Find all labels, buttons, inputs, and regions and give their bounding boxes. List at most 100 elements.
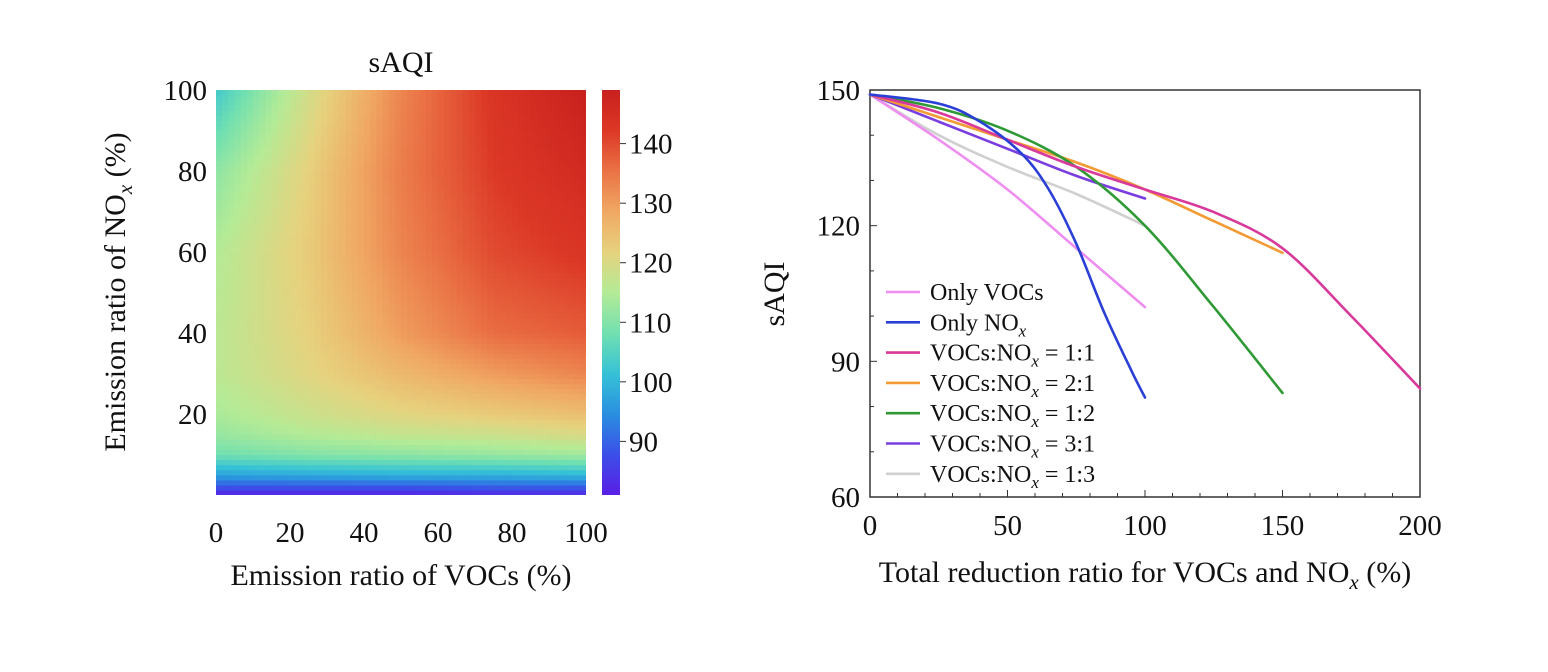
heatmap-cell — [438, 333, 445, 339]
heatmap-cell — [290, 489, 297, 495]
heatmap-cell — [240, 150, 248, 157]
heatmap-cell — [290, 277, 297, 283]
heatmap-cell — [505, 322, 513, 329]
heatmap-cell — [339, 115, 347, 121]
heatmap-cell — [481, 292, 488, 299]
heatmap-cell — [370, 267, 377, 273]
heatmap-cell — [549, 145, 556, 152]
heatmap-cell — [407, 95, 414, 101]
heatmap-cell — [487, 474, 495, 481]
heatmap-cell — [228, 95, 236, 101]
heatmap-cell — [333, 297, 340, 304]
heatmap-cell — [222, 459, 229, 466]
heatmap-cell — [339, 90, 347, 96]
heatmap-cell — [388, 241, 396, 248]
heatmap-cell — [296, 165, 303, 172]
heatmap-cell — [265, 459, 273, 466]
heatmap-cell — [462, 373, 470, 380]
heatmap-cell — [444, 469, 451, 476]
heatmap-cell — [456, 353, 464, 359]
heatmap-cell — [475, 489, 482, 495]
heatmap-cell — [530, 231, 538, 238]
heatmap-cell — [438, 434, 445, 440]
heatmap-cell — [450, 449, 458, 456]
heatmap-cell — [567, 257, 575, 263]
heatmap-cell — [438, 216, 445, 223]
heatmap-cell — [567, 464, 575, 471]
heatmap-cell — [481, 115, 488, 121]
heatmap-cell — [351, 140, 359, 147]
heatmap-cell — [277, 459, 285, 466]
heatmap-cell — [573, 368, 581, 375]
heatmap-cell — [579, 135, 586, 142]
heatmap-cell — [505, 130, 513, 137]
heatmap-cell — [314, 267, 322, 273]
heatmap-cell — [246, 211, 254, 218]
heatmap-cell — [357, 322, 365, 329]
heatmap-cell — [487, 206, 495, 213]
heatmap-cell — [493, 317, 501, 324]
heatmap-cell — [253, 353, 260, 359]
heatmap-cell — [505, 429, 513, 435]
heatmap-cell — [481, 393, 488, 400]
heatmap-cell — [265, 95, 273, 101]
heatmap-cell — [475, 125, 482, 132]
heatmap-cell — [345, 348, 353, 354]
heatmap-cell — [228, 398, 236, 405]
heatmap-cell — [364, 165, 371, 172]
heatmap-cell — [573, 226, 581, 233]
heatmap-cell — [450, 145, 458, 152]
line-x-tick-labels: 0 50 100 150 200 — [863, 510, 1442, 542]
heatmap-cell — [567, 95, 575, 101]
heatmap-cell — [555, 388, 562, 395]
heatmap-cell — [462, 419, 470, 425]
heatmap-cell — [351, 403, 359, 410]
heatmap-cell — [468, 348, 476, 354]
heatmap-cell — [265, 312, 273, 319]
heatmap-cell — [555, 408, 562, 415]
heatmap-cell — [382, 474, 390, 481]
heatmap-cell — [431, 125, 439, 132]
heatmap-cell — [222, 176, 229, 182]
heatmap-cell — [253, 267, 260, 273]
heatmap-cell — [351, 302, 359, 309]
heatmap-cell — [259, 125, 266, 132]
heatmap-cell — [407, 140, 414, 147]
heatmap-cell — [370, 257, 377, 263]
heatmap-cell — [530, 408, 538, 415]
heatmap-cell — [407, 90, 414, 96]
heatmap-cell — [240, 424, 248, 430]
heatmap-cell — [450, 429, 458, 435]
heatmap-cell — [320, 424, 328, 430]
heatmap-cell — [271, 327, 279, 334]
heatmap-cell — [216, 165, 223, 172]
heatmap-cell — [481, 196, 488, 202]
heatmap-cell — [530, 439, 538, 445]
heatmap-cell — [240, 459, 248, 466]
heatmap-cell — [579, 115, 586, 121]
heatmap-cell — [561, 201, 569, 208]
heatmap-cell — [518, 110, 525, 116]
heatmap-cell — [265, 176, 273, 182]
heatmap-cell — [462, 444, 470, 451]
heatmap-cell — [555, 181, 562, 187]
heatmap-cell — [283, 176, 291, 182]
heatmap-cell — [222, 105, 229, 111]
heatmap-cell — [407, 383, 414, 390]
heatmap-cell — [253, 130, 260, 137]
heatmap-cell — [524, 464, 532, 471]
heatmap-cell — [438, 267, 445, 273]
heatmap-cell — [314, 105, 322, 111]
heatmap-cell — [450, 155, 458, 162]
heatmap-cell — [450, 434, 458, 440]
heatmap-cell — [549, 474, 556, 481]
heatmap-cell — [518, 145, 525, 152]
heatmap-cell — [333, 343, 340, 349]
heatmap-cell — [549, 312, 556, 319]
heatmap-cell — [555, 150, 562, 157]
heatmap-cell — [314, 474, 322, 481]
heatmap-cell — [493, 484, 501, 491]
heatmap-cell — [468, 353, 476, 359]
heatmap-cell — [296, 484, 303, 491]
heatmap-cell — [327, 348, 334, 354]
